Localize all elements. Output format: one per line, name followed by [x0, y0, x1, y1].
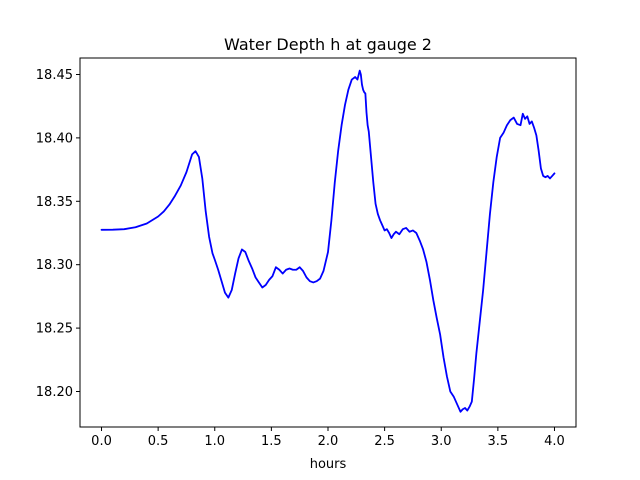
y-tick-label: 18.45	[36, 68, 73, 83]
x-tick-label: 4.0	[544, 434, 565, 449]
y-tick-label: 18.25	[36, 322, 73, 337]
x-tick-label: 3.5	[488, 434, 509, 449]
y-axis: 18.20 18.25 18.30 18.35 18.40 18.45	[36, 68, 80, 400]
x-axis: 0.0 0.5 1.0 1.5 2.0 2.5 3.0 3.5 4.0	[91, 427, 565, 449]
y-tick-label: 18.35	[36, 195, 73, 210]
x-tick-label: 2.0	[318, 434, 339, 449]
x-tick-label: 2.5	[374, 434, 395, 449]
x-tick-label: 0.0	[91, 434, 112, 449]
x-tick-label: 1.5	[261, 434, 282, 449]
y-tick-label: 18.30	[36, 258, 73, 273]
chart-title: Water Depth h at gauge 2	[224, 35, 432, 54]
plot-area	[80, 58, 576, 427]
x-axis-label: hours	[310, 457, 347, 472]
x-tick-label: 3.0	[431, 434, 452, 449]
series-layer	[100, 69, 556, 413]
y-tick-label: 18.20	[36, 385, 73, 400]
x-tick-label: 1.0	[204, 434, 225, 449]
x-tick-label: 0.5	[148, 434, 169, 449]
series-line-0	[100, 69, 556, 413]
y-tick-label: 18.40	[36, 131, 73, 146]
